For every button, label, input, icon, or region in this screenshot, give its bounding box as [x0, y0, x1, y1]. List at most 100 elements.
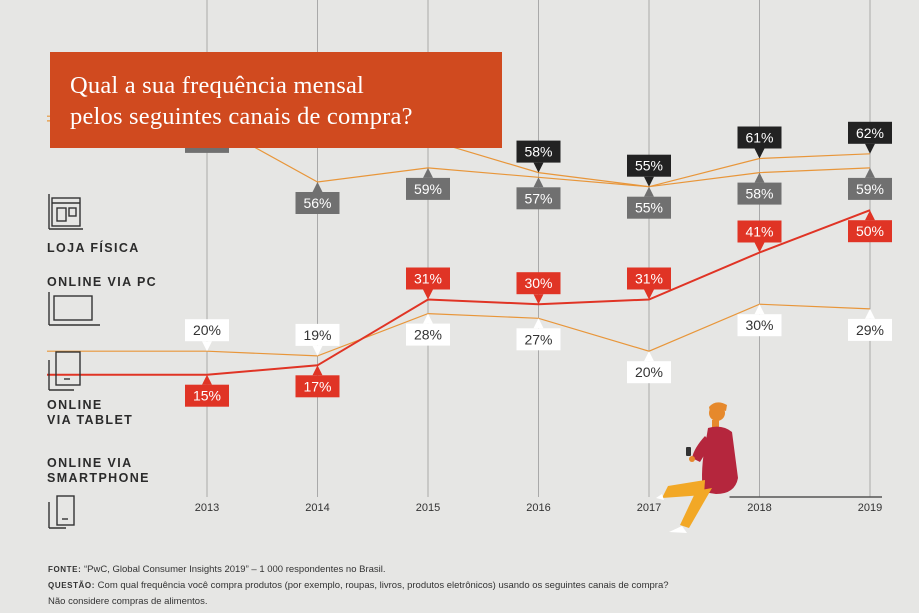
- data-label-box: [848, 121, 892, 144]
- data-label: 20%: [635, 364, 663, 380]
- point-marker: [865, 210, 875, 221]
- data-label: 55%: [635, 200, 663, 216]
- title-box: Qual a sua frequência mensal pelos segui…: [50, 52, 502, 148]
- data-point: 27%: [516, 318, 561, 351]
- label-online-tablet: ONLINE VIA TABLET: [47, 398, 134, 427]
- data-label: 61%: [745, 130, 773, 146]
- data-point: 62%: [848, 121, 892, 154]
- label-online-pc: ONLINE VIA PC: [47, 275, 158, 289]
- point-marker: [644, 289, 654, 300]
- data-label-box: [185, 319, 229, 342]
- data-label-box: [627, 361, 671, 384]
- data-label: 55%: [635, 158, 663, 174]
- point-marker: [754, 304, 765, 315]
- data-point: 57%: [516, 177, 561, 210]
- data-point: 59%: [406, 167, 450, 200]
- smartphone-icon: [48, 495, 75, 529]
- data-point: 20%: [627, 351, 671, 384]
- title-line-2: pelos seguintes canais de compra?: [70, 103, 413, 130]
- data-label-box: [295, 323, 340, 346]
- point-marker: [754, 148, 765, 159]
- data-point: 58%: [516, 140, 561, 173]
- point-marker: [865, 308, 875, 319]
- series-line-2: [47, 303, 871, 357]
- footer-question: QUESTÃO: Com qual frequência você compra…: [48, 580, 669, 591]
- point-marker: [312, 345, 323, 356]
- data-label-box: [516, 187, 561, 210]
- data-point: 31%: [406, 267, 450, 300]
- point-marker: [644, 186, 654, 197]
- point-marker: [865, 143, 875, 154]
- data-point: 56%: [295, 182, 340, 214]
- footer: FONTE: “PwC, Global Consumer Insights 20…: [48, 562, 669, 610]
- label-online-smartphone: ONLINE VIA SMARTPHONE: [47, 456, 150, 485]
- data-label-box: [406, 323, 450, 346]
- point-marker: [312, 182, 323, 192]
- data-label: 27%: [524, 331, 552, 347]
- tablet-icon: [48, 351, 81, 391]
- data-points: 70%65%65%58%55%61%62%69%56%59%57%55%58%5…: [185, 84, 892, 407]
- data-point: 30%: [737, 304, 782, 337]
- point-marker: [533, 177, 544, 188]
- data-label: 20%: [193, 322, 221, 338]
- data-label-box: [848, 177, 892, 200]
- x-tick-label: 2015: [416, 502, 440, 514]
- data-label-box: [737, 220, 782, 243]
- data-label-box: [627, 196, 671, 219]
- data-label: 58%: [524, 144, 552, 160]
- data-point: 58%: [737, 172, 782, 205]
- data-label-box: [406, 267, 450, 290]
- data-label-box: [627, 267, 671, 290]
- data-label: 19%: [303, 327, 331, 343]
- data-label-box: [848, 318, 892, 341]
- data-label-box: [627, 154, 671, 177]
- point-marker: [202, 374, 212, 385]
- data-point: 20%: [185, 319, 229, 352]
- data-label-box: [848, 220, 892, 243]
- data-label: 28%: [414, 327, 442, 343]
- person-illustration: [656, 402, 738, 533]
- data-label: 57%: [524, 190, 552, 206]
- series-line-3: [47, 209, 871, 376]
- data-point: 28%: [406, 313, 450, 346]
- data-label: 15%: [193, 388, 221, 404]
- x-tick-label: 2016: [526, 502, 550, 514]
- point-marker: [865, 167, 875, 178]
- x-tick-label: 2018: [747, 502, 771, 514]
- data-label: 31%: [414, 271, 442, 287]
- point-marker: [202, 341, 212, 352]
- data-label: 31%: [635, 271, 663, 287]
- x-tick-label: 2014: [305, 502, 329, 514]
- point-marker: [533, 294, 544, 305]
- data-label: 56%: [303, 195, 331, 211]
- data-point: 29%: [848, 308, 892, 341]
- point-marker: [423, 167, 433, 178]
- channel-icons: [48, 194, 100, 529]
- data-label-box: [295, 192, 340, 214]
- data-point: 30%: [516, 272, 561, 305]
- data-point: 19%: [295, 323, 340, 356]
- label-loja-fisica: LOJA FÍSICA: [47, 241, 140, 255]
- x-axis-ticks: 2013 2014 2015 2016 2017 2018 2019: [195, 502, 882, 514]
- data-label-box: [406, 177, 450, 200]
- x-tick-label: 2019: [858, 502, 882, 514]
- point-marker: [644, 351, 654, 362]
- data-point: 31%: [627, 267, 671, 300]
- footer-note: Não considere compras de alimentos.: [48, 596, 208, 607]
- data-label-box: [295, 375, 340, 398]
- point-marker: [533, 318, 544, 329]
- store-icon: [48, 194, 83, 230]
- x-tick-label: 2017: [637, 502, 661, 514]
- x-tick-label: 2013: [195, 502, 219, 514]
- data-label: 29%: [856, 322, 884, 338]
- laptop-icon: [48, 292, 100, 326]
- data-label: 50%: [856, 223, 884, 239]
- data-label: 58%: [745, 186, 773, 202]
- title-line-1: Qual a sua frequência mensal: [70, 72, 365, 99]
- data-label: 30%: [745, 317, 773, 333]
- data-label-box: [737, 314, 782, 337]
- data-label: 30%: [524, 275, 552, 291]
- data-label-box: [737, 182, 782, 205]
- data-point: 61%: [737, 126, 782, 159]
